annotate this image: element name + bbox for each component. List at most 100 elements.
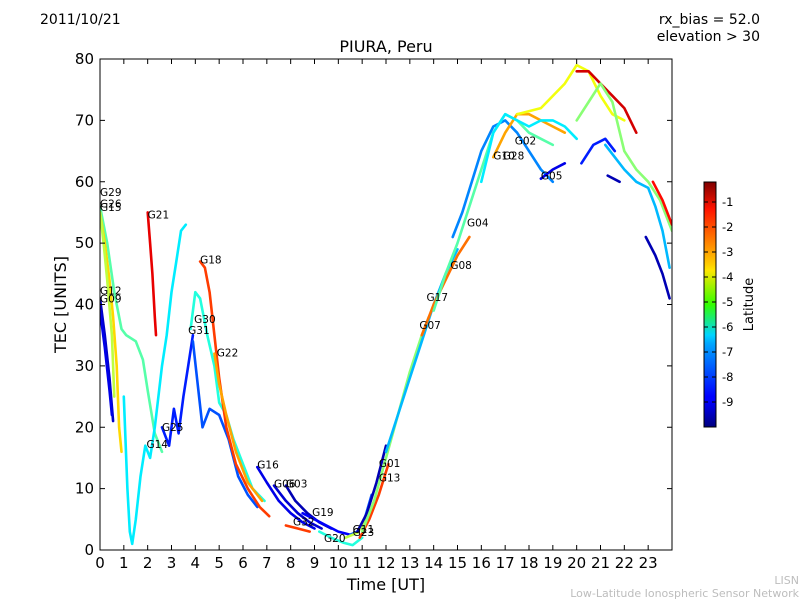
series-g01b (580, 137, 617, 165)
x-tick-label: 0 (95, 554, 105, 572)
satellite-label-g10: G10 (493, 151, 515, 163)
satellite-label-g12: G12 (100, 286, 122, 298)
series-g21 (146, 211, 158, 337)
x-tick-label: 12 (376, 554, 395, 572)
x-tick-label: 1 (119, 554, 129, 572)
x-tick-label: 15 (448, 554, 467, 572)
satellite-label-g02: G02 (515, 135, 537, 147)
series-g25 (160, 333, 195, 448)
satellite-label-g01: G01 (379, 458, 401, 470)
satellite-label-g13: G13 (379, 472, 401, 484)
parameter-info: rx_bias = 52.0 elevation > 30 (657, 12, 760, 46)
satellite-label-g07: G07 (419, 320, 441, 332)
x-tick-label: 18 (519, 554, 538, 572)
x-tick-label: 3 (167, 554, 177, 572)
date-label: 2011/10/21 (40, 12, 121, 28)
footer-line-1: LISN (774, 574, 799, 587)
colorbar-tick-label: -9 (722, 395, 733, 409)
satellite-label-g26: G26 (100, 199, 122, 211)
satellite-label-g23: G23 (353, 527, 375, 539)
satellite-label-g15: G15 (100, 202, 122, 214)
series-g20 (317, 530, 364, 547)
colorbar-label: Latitude (742, 278, 757, 332)
satellite-label-g21: G21 (148, 210, 170, 222)
satellite-label-g16: G16 (257, 459, 279, 471)
series-g08 (420, 235, 471, 337)
satellite-label-g20: G20 (324, 533, 346, 545)
x-tick-label: 4 (191, 554, 201, 572)
y-tick-label: 20 (75, 418, 94, 436)
series-g01 (356, 444, 388, 533)
satellite-label-g11: G11 (353, 524, 375, 536)
series-g06 (272, 484, 323, 530)
footer-credit: LISN Low-Latitude Ionospheric Sensor Net… (570, 574, 800, 600)
satellite-label-g17: G17 (427, 292, 449, 304)
series-g29 (100, 205, 164, 454)
satellite-label-g29: G29 (100, 187, 122, 199)
series-g27 (575, 70, 638, 134)
x-axis-label: Time [UT] (346, 575, 425, 594)
y-tick-label: 30 (75, 357, 94, 375)
series-g32 (284, 524, 312, 533)
x-tick-label: 20 (567, 554, 586, 572)
colorbar-tick-label: -6 (722, 320, 733, 334)
chart-title: PIURA, Peru (339, 37, 432, 56)
series-g30 (191, 339, 259, 509)
satellite-label-g19: G19 (312, 507, 334, 519)
y-tick-label: 80 (75, 50, 94, 68)
series-g15 (100, 211, 116, 398)
series-g22 (213, 352, 264, 503)
satellite-label-g14: G14 (146, 439, 168, 451)
x-tick-label: 19 (543, 554, 562, 572)
x-tick-label: 7 (262, 554, 272, 572)
series-g24 (515, 63, 626, 122)
satellite-label-g28: G28 (503, 151, 525, 163)
x-tick-label: 17 (496, 554, 515, 572)
satellite-label-g18: G18 (200, 254, 222, 266)
x-tick-label: 9 (310, 554, 320, 572)
x-tick-label: 11 (353, 554, 372, 572)
y-tick-label: 50 (75, 234, 94, 252)
x-tick-label: 23 (639, 554, 658, 572)
satellite-label-g30: G30 (194, 314, 216, 326)
x-tick-label: 21 (591, 554, 610, 572)
y-tick-label: 10 (75, 480, 94, 498)
series-g22b (575, 82, 672, 233)
series-g19 (301, 511, 352, 537)
colorbar-tick-label: -1 (722, 195, 733, 209)
x-tick-label: 14 (424, 554, 443, 572)
satellite-label-g31: G31 (188, 325, 210, 337)
x-tick-label: 2 (143, 554, 153, 572)
y-tick-label: 70 (75, 111, 94, 129)
series-g06b (644, 235, 671, 300)
series-g13b (606, 174, 621, 184)
x-tick-label: 16 (472, 554, 491, 572)
satellite-label-g08: G08 (450, 260, 472, 272)
satellite-label-g22: G22 (217, 348, 239, 360)
x-tick-label: 6 (238, 554, 248, 572)
series-g16 (255, 465, 316, 530)
y-axis-label: TEC [UNITS] (51, 256, 70, 354)
colorbar-tick-label: -5 (722, 295, 733, 309)
series-g31 (189, 290, 266, 503)
satellite-label-g25: G25 (162, 422, 184, 434)
x-tick-label: 22 (615, 554, 634, 572)
footer-line-2: Low-Latitude Ionospheric Sensor Network (570, 587, 799, 600)
rx-bias-label: rx_bias = 52.0 (658, 12, 760, 28)
satellite-label-g05: G05 (541, 170, 563, 182)
x-tick-label: 10 (329, 554, 348, 572)
satellite-label-g06: G06 (274, 478, 296, 490)
colorbar-tick-label: -8 (722, 370, 733, 384)
series-g02 (479, 112, 579, 184)
colorbar-tick-label: -4 (722, 270, 733, 284)
series-g14 (122, 223, 188, 546)
satellite-label-g09: G09 (100, 294, 122, 306)
satellite-label-g04: G04 (467, 218, 489, 230)
colorbar-tick-label: -2 (722, 220, 733, 234)
satellite-label-g03: G03 (286, 478, 308, 490)
series-g05 (539, 162, 567, 180)
series-g09 (100, 309, 114, 417)
x-tick-label: 8 (286, 554, 296, 572)
colorbar (703, 181, 717, 428)
